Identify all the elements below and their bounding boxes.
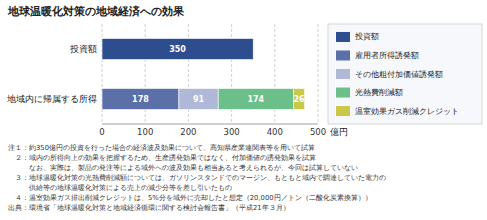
x-tick-label: 0 (99, 127, 104, 137)
x-tick-label: 500 (310, 127, 326, 137)
note: ３：地球温暖化対策の光熱費削減額については、ガソリンスタンドでのマージン、もとも… (8, 174, 386, 182)
x-tick-label: 400 (267, 127, 283, 137)
legend-swatch (336, 50, 350, 60)
data-label: 178 (132, 95, 149, 104)
data-labels: 350 178 91 174 26 (132, 45, 305, 104)
bar-segment (102, 89, 179, 110)
data-label: 174 (247, 95, 264, 104)
x-axis-line (102, 124, 318, 125)
data-label: 91 (193, 95, 205, 104)
notes: 注１：約350億円の投資を行った場合の経済波及効果について、高知県産業連関表等を… (8, 144, 386, 212)
bar-segment (179, 89, 218, 110)
y-tick-label: 地域内に帰属する所得 (6, 94, 97, 104)
bar-segment (102, 39, 253, 60)
note: ４：温室効果ガス排出削減クレジットは、5%分を域外に売却したと想定（20,000… (8, 194, 372, 202)
grid (102, 24, 318, 124)
x-tick-label: 100 (137, 127, 153, 137)
legend-label: 温室効果ガス削減クレジット (355, 107, 459, 116)
legend-label: 投資額 (354, 32, 379, 41)
bars (102, 39, 305, 110)
bar-segment (293, 89, 304, 110)
note: ２：域内の所得向上の効果を把握するため、生産誘発効果ではなく、付加価値の誘発効果… (8, 154, 316, 162)
legend-swatch (336, 88, 350, 98)
note: 供給等の地球温暖化対策による売上の減少分等を差し引いたもの (8, 184, 232, 192)
title: 地球温暖化対策の地域経済への効果 (7, 5, 185, 18)
note: 出典：環境省「地球温暖化対策と地域経済循環に関する検討会報告書」（平成21年３月… (8, 204, 290, 212)
bar-segment (218, 89, 293, 110)
legend-label: 雇用者所得誘発額 (355, 51, 419, 60)
data-label: 26 (293, 95, 305, 104)
chart: 地球温暖化対策の地域経済への効果 0 100 200 300 400 500 億円 投資額地域内… (0, 0, 487, 220)
legend-label: 光熱費削減額 (355, 88, 403, 97)
note: なお、実際は、製品の発注等による域外への波及効果も相当あると考えられるが、今回は… (8, 164, 358, 172)
legend-swatch (336, 32, 350, 42)
legend-label: その他粗付加価値誘発額 (355, 70, 443, 79)
grid-line (318, 24, 319, 124)
legend-swatch (336, 106, 350, 116)
legend-swatch (336, 69, 350, 79)
data-label: 350 (169, 45, 186, 54)
y-tick-label: 投資額 (69, 44, 97, 54)
x-axis-label: 億円 (330, 127, 348, 137)
legend-box (328, 24, 482, 124)
legend: 投資額雇用者所得誘発額その他粗付加価値誘発額光熱費削減額温室効果ガス削減クレジッ… (328, 24, 482, 124)
x-tick-label: 300 (223, 127, 239, 137)
note: 注１：約350億円の投資を行った場合の経済波及効果について、高知県産業連関表等を… (8, 144, 315, 152)
x-tick-label: 200 (180, 127, 196, 137)
